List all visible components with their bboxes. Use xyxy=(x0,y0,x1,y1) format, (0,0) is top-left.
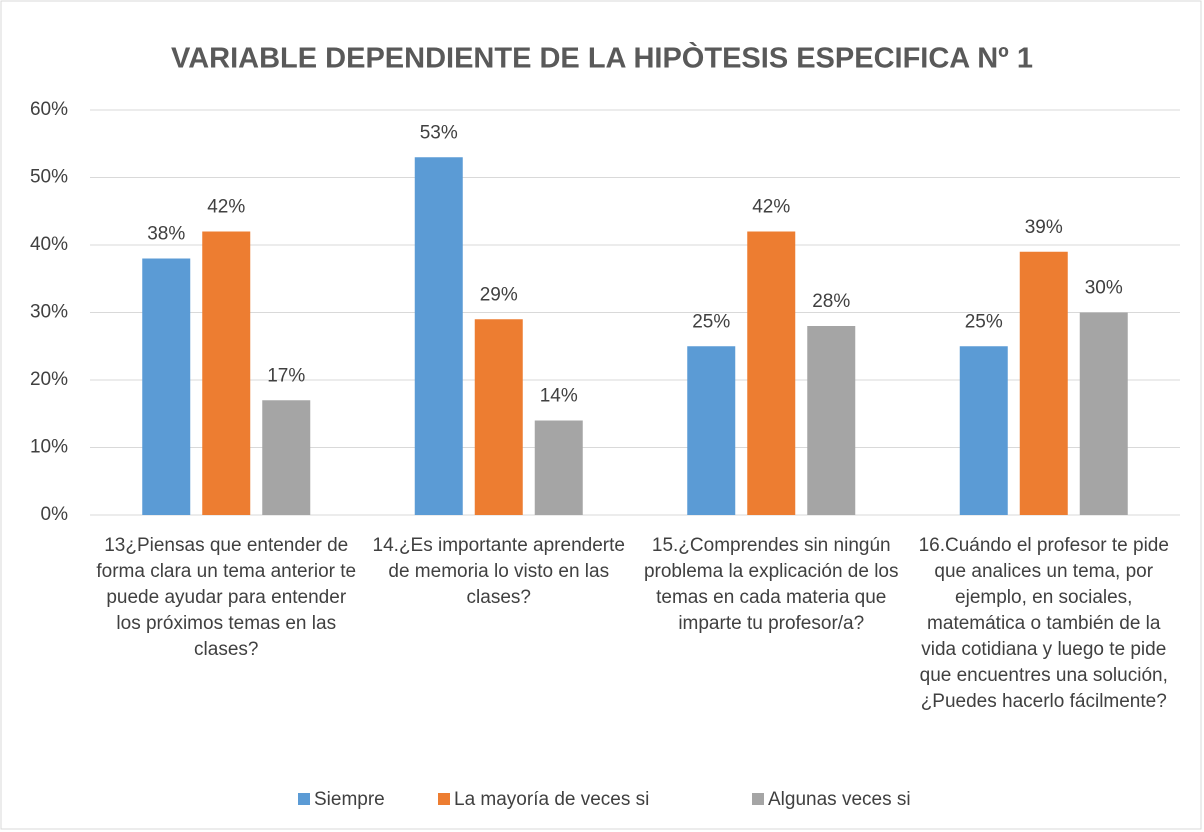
value-label: 14% xyxy=(540,386,578,407)
y-tick-label: 10% xyxy=(30,437,68,458)
value-label: 25% xyxy=(965,311,1003,332)
value-label: 29% xyxy=(480,284,518,305)
value-label: 42% xyxy=(207,197,245,218)
bar xyxy=(687,346,736,515)
y-tick-label: 50% xyxy=(30,167,68,188)
y-tick-label: 20% xyxy=(30,369,68,390)
value-label: 17% xyxy=(267,365,305,386)
x-tick-label: 16.Cuándo el profesor te pide que analic… xyxy=(918,535,1169,712)
legend-label: Algunas veces si xyxy=(768,789,911,810)
y-tick-label: 0% xyxy=(41,504,69,525)
bar xyxy=(142,258,191,515)
x-tick-label: 13¿Piensas que entender de forma clara u… xyxy=(96,535,357,660)
bar xyxy=(202,231,251,515)
value-label: 39% xyxy=(1025,217,1063,238)
value-label: 30% xyxy=(1085,278,1123,299)
bar xyxy=(1019,251,1068,515)
legend-swatch xyxy=(298,793,310,805)
bar xyxy=(474,319,523,515)
value-label: 53% xyxy=(420,122,458,143)
bar xyxy=(1079,312,1128,515)
value-label: 38% xyxy=(147,224,185,245)
y-tick-label: 30% xyxy=(30,302,68,323)
value-label: 25% xyxy=(692,311,730,332)
y-tick-label: 60% xyxy=(30,99,68,120)
bar xyxy=(414,157,463,515)
bar xyxy=(747,231,796,515)
bar xyxy=(807,326,856,515)
chart-title: VARIABLE DEPENDIENTE DE LA HIPÒTESIS ESP… xyxy=(171,41,1033,75)
value-label: 28% xyxy=(812,291,850,312)
legend-swatch xyxy=(752,793,764,805)
y-tick-label: 40% xyxy=(30,234,68,255)
legend-label: Siempre xyxy=(314,789,385,810)
bar xyxy=(959,346,1008,515)
legend-swatch xyxy=(438,793,450,805)
legend-label: La mayoría de veces si xyxy=(454,789,649,810)
x-tick-label: 14.¿Es importante aprenderte de memoria … xyxy=(372,535,625,608)
bar xyxy=(534,420,583,515)
bar xyxy=(262,400,311,515)
x-tick-label: 15.¿Comprendes sin ningún problema la ex… xyxy=(643,535,899,634)
value-label: 42% xyxy=(752,197,790,218)
